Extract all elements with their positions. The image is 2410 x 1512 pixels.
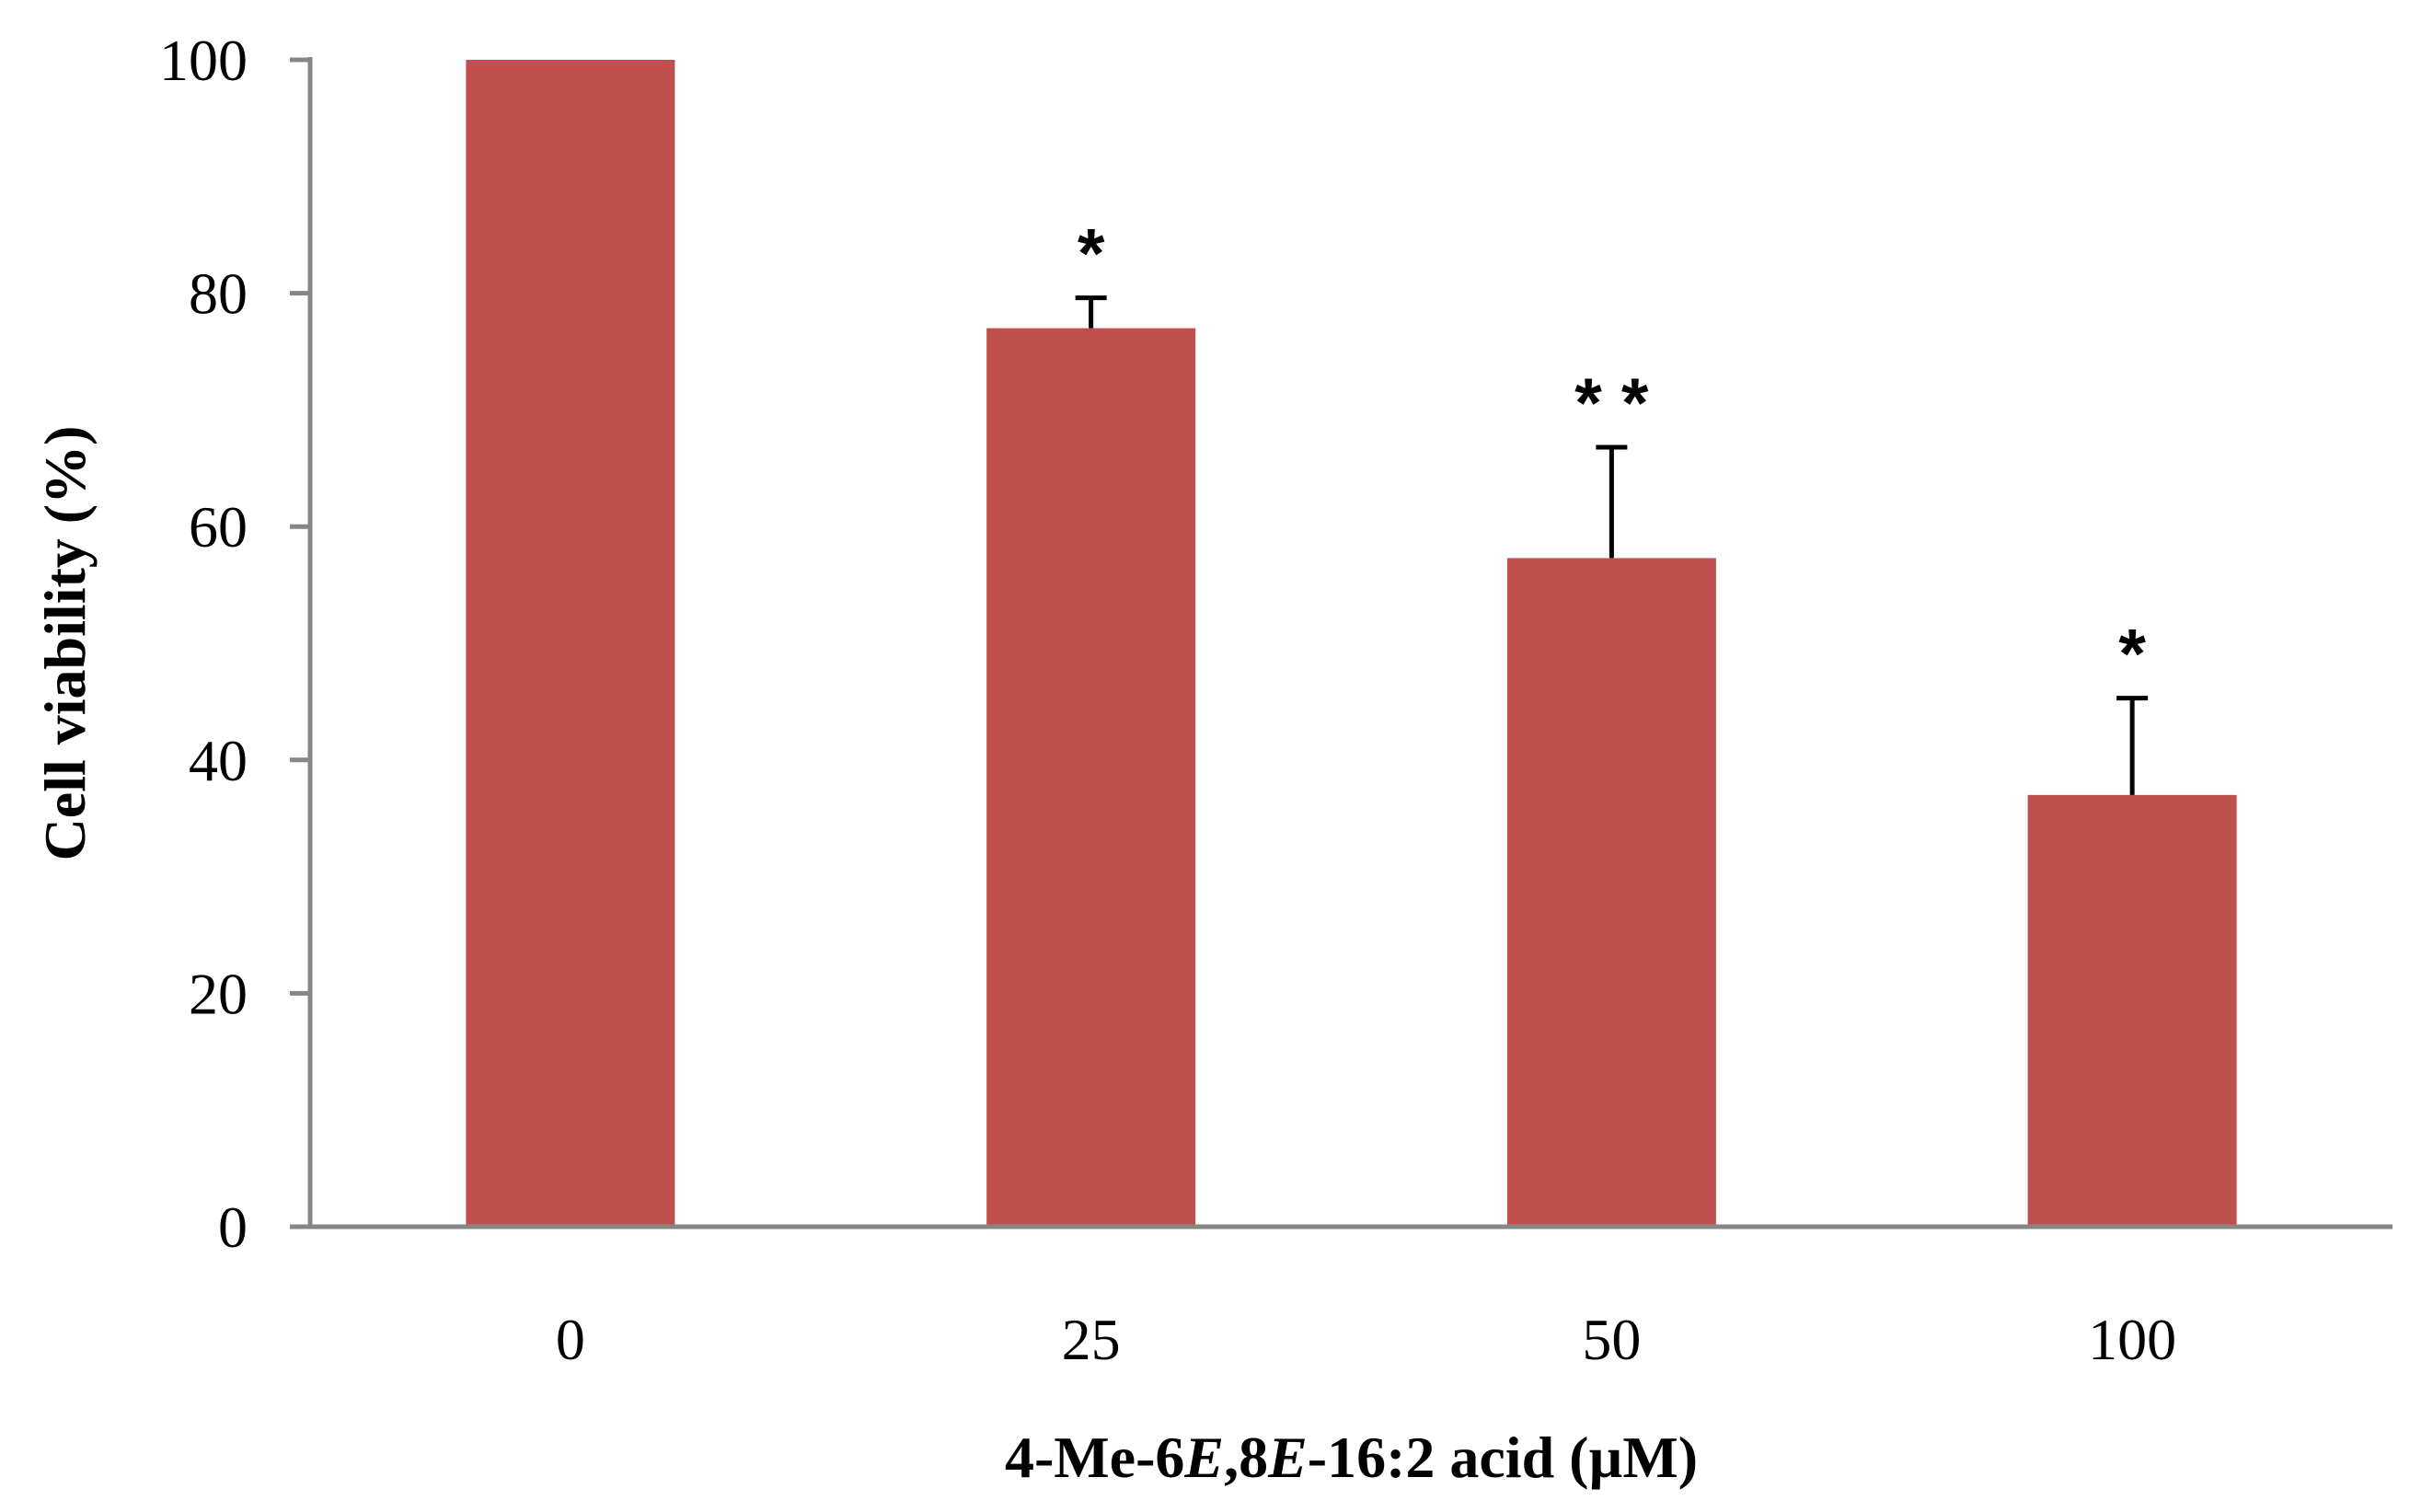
y-tick-label: 20: [189, 961, 248, 1026]
y-tick-label: 80: [189, 261, 248, 327]
x-tick-label: 100: [2088, 1307, 2176, 1372]
bar-50: [1506, 558, 1716, 1227]
bar-100: [2027, 794, 2237, 1227]
error-bars-layer: [1075, 295, 2149, 795]
y-axis-title: Cell viability (%): [32, 426, 98, 861]
error-bar-25: [1075, 295, 1107, 329]
error-bar-50: [1596, 444, 1628, 559]
bar-25: [986, 328, 1196, 1227]
x-tick-label: 50: [1582, 1307, 1641, 1372]
y-tick-label: 100: [159, 28, 248, 93]
y-tick-label: 0: [218, 1195, 248, 1260]
x-axis-title: 4-Me-6E,8E-16:2 acid (µM): [1005, 1425, 1698, 1490]
significance-mark-25: *: [1078, 215, 1105, 294]
error-bar-100: [2116, 696, 2149, 795]
labels-layer: 0 * 25 * * 50 * 100 0 20 40 60 80 100 4-Me-6E,8E-16:2…: [32, 28, 2176, 1490]
significance-mark-100: *: [2118, 616, 2146, 694]
bars-layer: [466, 60, 2237, 1227]
axes-layer: [290, 57, 2393, 1229]
y-tick-label: 40: [189, 728, 248, 793]
x-tick-label: 0: [556, 1307, 585, 1372]
x-tick-label: 25: [1062, 1307, 1121, 1372]
y-tick-label: 60: [189, 494, 248, 560]
significance-mark-50: * *: [1574, 364, 1649, 443]
bar-0: [466, 60, 675, 1227]
